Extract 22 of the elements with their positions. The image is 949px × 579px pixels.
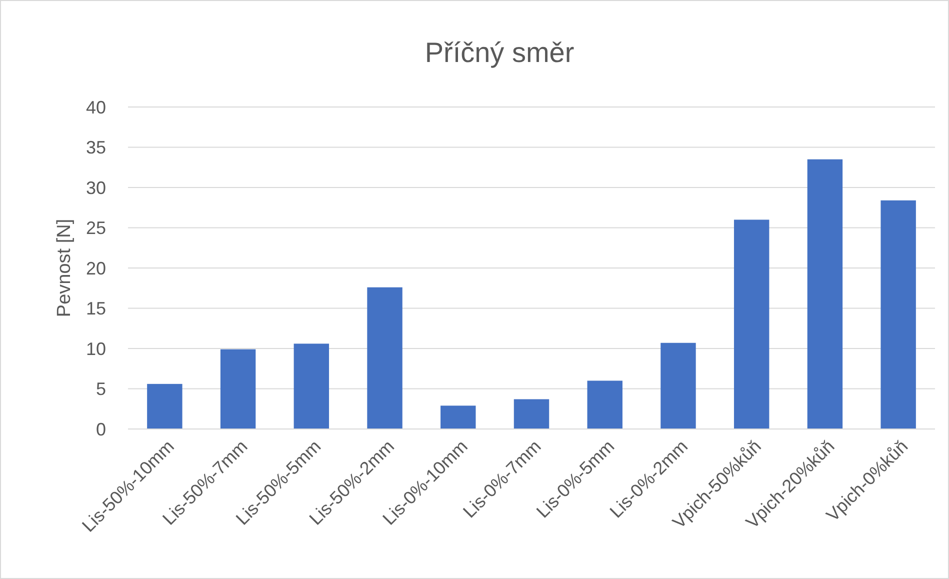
y-tick-label: 10 bbox=[86, 338, 106, 359]
y-axis-title: Pevnost [N] bbox=[54, 218, 75, 318]
bar bbox=[440, 406, 476, 429]
y-tick-label: 15 bbox=[86, 298, 106, 319]
bar bbox=[734, 220, 770, 429]
y-tick-label: 5 bbox=[96, 379, 106, 400]
y-tick-label: 0 bbox=[96, 419, 106, 440]
bar bbox=[587, 380, 622, 429]
y-tick-label: 20 bbox=[86, 258, 106, 278]
y-tick-label: 40 bbox=[86, 97, 106, 118]
bar bbox=[514, 399, 550, 429]
y-tick-label: 30 bbox=[86, 178, 106, 198]
bar bbox=[880, 200, 916, 429]
bar bbox=[367, 287, 402, 429]
bar bbox=[220, 349, 256, 429]
y-tick-label: 35 bbox=[86, 138, 106, 158]
chart-title: Příčný směr bbox=[424, 37, 574, 68]
bar bbox=[147, 384, 182, 429]
bar bbox=[294, 344, 330, 429]
y-tick-label: 25 bbox=[86, 218, 106, 238]
bar bbox=[660, 342, 696, 429]
bar bbox=[807, 159, 843, 429]
